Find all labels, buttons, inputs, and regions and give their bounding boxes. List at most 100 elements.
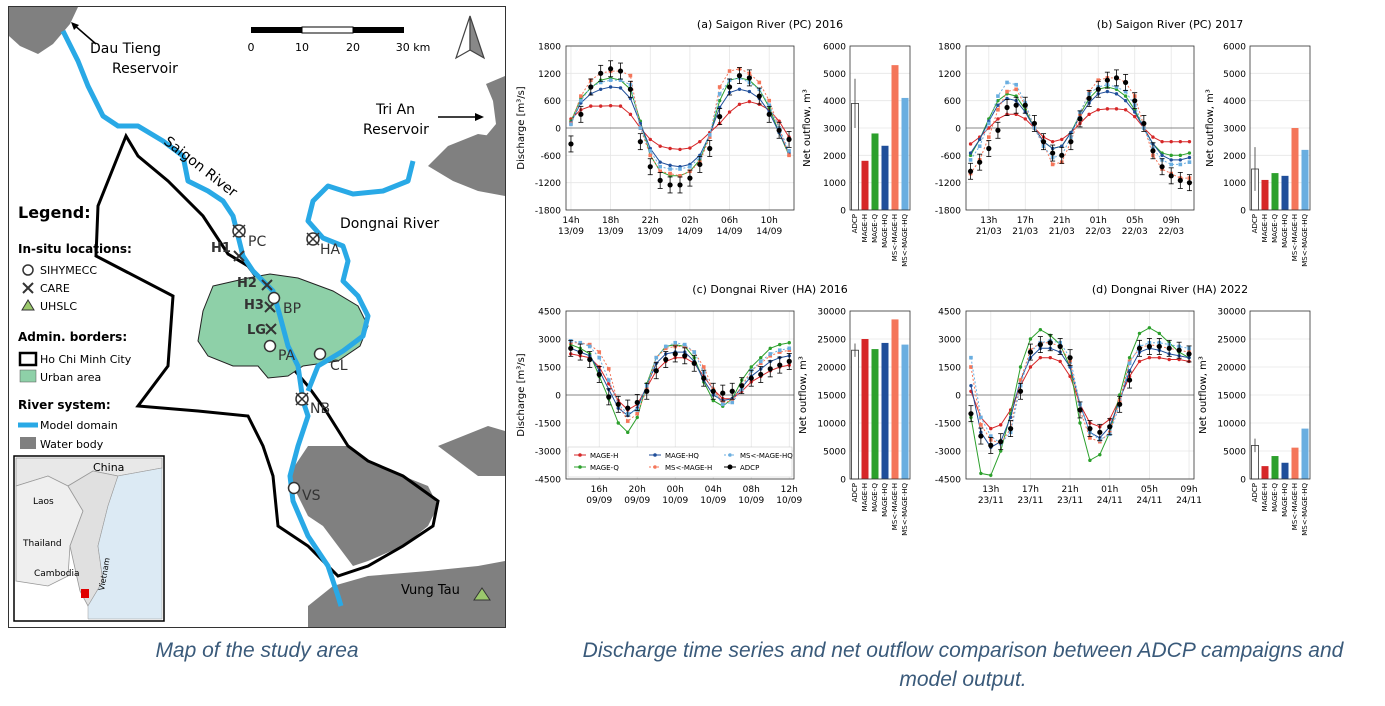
plot-frame: [965, 310, 1195, 480]
adcp-point: [568, 345, 574, 351]
data-point: [579, 94, 583, 98]
bar-msmageh: [891, 65, 899, 210]
y-tick-label: 4500: [938, 308, 961, 318]
north-arrow-icon: [454, 15, 486, 60]
data-point: [618, 78, 623, 82]
data-point: [1088, 458, 1092, 463]
data-point: [988, 434, 993, 438]
map-caption: Map of the study area: [155, 639, 359, 662]
legend-insitu-title: In-situ locations:: [18, 242, 132, 256]
data-point: [1127, 355, 1132, 360]
chart-title: (c) Dongnai River (HA) 2016: [692, 283, 847, 296]
adcp-point: [978, 433, 984, 439]
y-tick-label: 0: [555, 125, 561, 135]
charts-panel: (a) Saigon River (PC) 2016 -1800 -1200 -600…: [510, 6, 1385, 628]
data-point: [977, 137, 982, 142]
adcp-point: [1117, 401, 1123, 407]
adcp-point: [657, 177, 663, 183]
adcp-point: [578, 111, 584, 117]
tri-an-reservoir-shape: [486, 76, 505, 146]
adcp-point: [596, 371, 602, 378]
scale-tick-0: 0: [248, 41, 255, 54]
station-label-pc: PC: [248, 234, 266, 250]
bar-y-tick-label: 6000: [823, 43, 846, 53]
data-point: [587, 344, 592, 349]
adcp-point: [1077, 407, 1083, 413]
series-line-magehq: [570, 347, 790, 417]
data-point: [758, 361, 763, 366]
data-point: [1018, 365, 1023, 369]
bar-y-tick-label: 10000: [1217, 420, 1246, 430]
data-point: [1088, 436, 1092, 440]
x-tick-label: 00h: [667, 485, 684, 495]
bar-y-tick-label: 0: [840, 476, 846, 486]
dau-tieng-arrow: [72, 23, 97, 45]
chart-2: (c) Dongnai River (HA) 2016 -4500 -3000 -15…: [516, 283, 911, 536]
data-point: [727, 69, 732, 73]
data-point: [1178, 158, 1183, 162]
x-tick-date: 14/09: [717, 227, 743, 237]
data-point: [727, 110, 732, 114]
adcp-point: [1097, 429, 1103, 435]
data-point: [717, 85, 722, 89]
bar-msmageh: [1291, 128, 1299, 210]
data-point: [1028, 365, 1033, 369]
adcp-point: [1004, 104, 1010, 111]
adcp-point: [697, 161, 703, 168]
data-point: [1096, 78, 1101, 82]
bar-mageq: [871, 349, 879, 479]
station-h1: H1: [211, 241, 245, 262]
data-point: [989, 473, 993, 477]
x-tick-label: 13h: [982, 485, 999, 495]
adcp-point: [1146, 343, 1152, 350]
bar-y-tick-label: 5000: [1223, 448, 1246, 458]
data-point: [569, 122, 573, 127]
x-tick-label: 22h: [642, 216, 659, 226]
chart-title: (a) Saigon River (PC) 2016: [697, 18, 843, 31]
adcp-point: [786, 358, 792, 364]
series-line-msmagehq: [970, 340, 1190, 445]
data-point: [1105, 89, 1110, 94]
data-point: [757, 80, 762, 85]
chart-title: (b) Saigon River (PC) 2017: [1097, 18, 1243, 31]
y-tick-label: -1200: [535, 179, 561, 189]
data-point: [1123, 89, 1128, 94]
tri-an-arrowhead: [475, 113, 484, 121]
adcp-point: [627, 86, 634, 92]
station-label-h2: H2: [237, 276, 257, 291]
x-tick-date: 10/09: [700, 496, 726, 506]
data-point: [1167, 357, 1171, 362]
station-bp: BP: [267, 291, 301, 317]
data-point: [648, 137, 652, 142]
adcp-point: [1132, 98, 1138, 104]
data-point: [787, 153, 791, 158]
series-line-msmagehq: [570, 340, 790, 415]
legend-marker: [728, 453, 732, 457]
x-tick-date: 24/11: [1097, 496, 1123, 506]
bar-y-tick-label: 4000: [1223, 97, 1246, 107]
adcp-point: [1113, 75, 1120, 81]
adcp-point: [588, 84, 594, 90]
data-point: [747, 89, 752, 94]
data-point: [626, 430, 630, 435]
x-tick-label: 12h: [781, 485, 798, 495]
adcp-point: [1068, 139, 1074, 145]
legend-water-body-label: Water body: [40, 438, 104, 451]
data-point: [635, 411, 640, 416]
bar-y-tick-label: 20000: [817, 364, 846, 374]
adcp-point: [677, 182, 683, 188]
dau-tieng-label-line2: Reservoir: [112, 61, 178, 77]
adcp-point: [1027, 349, 1034, 355]
data-point: [628, 112, 633, 117]
data-point: [648, 153, 653, 158]
dau-tieng-label: Dau Tieng Reservoir: [71, 22, 178, 77]
station-cl: CL: [313, 347, 348, 374]
legend-box: [567, 446, 793, 478]
adcp-point: [1031, 120, 1037, 127]
data-point: [996, 103, 1000, 107]
scale-segment-2: [301, 26, 354, 34]
data-point: [737, 87, 742, 91]
legend-marker: [653, 453, 657, 457]
data-point: [749, 365, 753, 369]
adcp-point: [617, 68, 624, 74]
